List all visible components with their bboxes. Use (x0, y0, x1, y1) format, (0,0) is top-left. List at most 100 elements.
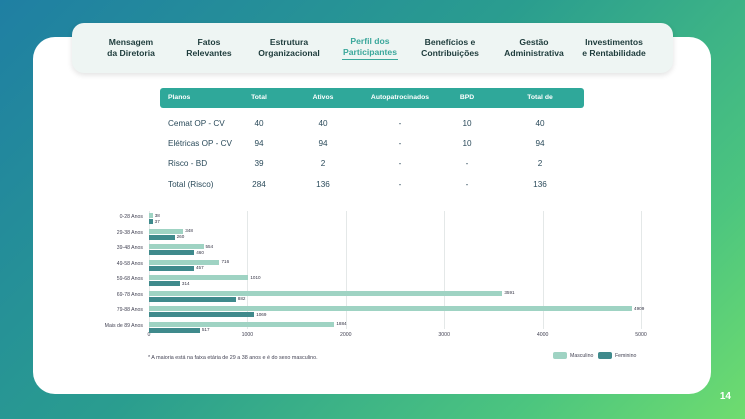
cell-total: 40 (254, 119, 264, 128)
bar-masculino (149, 213, 153, 218)
x-tick-label: 5000 (635, 332, 647, 338)
cell-autopatrocinados: - (398, 159, 402, 168)
page-number: 14 (719, 391, 731, 402)
nav-mensagem-diretoria[interactable]: Mensagem da Diretoria (92, 23, 170, 73)
bar-value-label: 1010 (250, 274, 261, 280)
cell-bpd: 10 (462, 139, 472, 148)
table-row-total: Total (Risco) 284 136 - - 136 (160, 180, 584, 194)
cell-ativos: 2 (320, 159, 326, 168)
table-header: Planos Total Ativos Autopatrocinados BPD… (160, 88, 584, 121)
gridline (345, 211, 347, 329)
nav-label-line2: Participantes (343, 46, 397, 57)
bar-value-label: 38 (154, 212, 160, 218)
cell-total-ativos: 40 (535, 119, 545, 128)
legend-item-masculino: Masculino (553, 352, 593, 359)
nav-label-line1: Fatos (197, 37, 221, 47)
nav-fatos-relevantes[interactable]: Fatos Relevantes (174, 23, 244, 73)
bar-masculino (149, 244, 204, 249)
cell-plano: Cemat OP - CV (168, 119, 225, 128)
cell-ativos: 94 (318, 139, 328, 148)
bar-value-label: 554 (205, 243, 214, 249)
bar-masculino (149, 228, 184, 234)
bar-value-label: 4909 (634, 305, 645, 311)
cell-ativos: 136 (316, 180, 330, 189)
y-category-label: 49-58 Anos (116, 260, 143, 267)
bar-feminino (149, 250, 195, 255)
active-underline (342, 58, 398, 61)
table-row: Cemat OP - CV 40 40 - 10 40 (160, 119, 584, 133)
nav-investimentos-rentabilidade[interactable]: Investimentos e Rentabilidade (574, 23, 654, 73)
bar-value-label: 348 (185, 228, 193, 233)
x-tick-label: 3000 (438, 332, 450, 338)
table-row: Risco - BD 39 2 - - 2 (160, 159, 584, 173)
cell-plano: Risco - BD (168, 159, 208, 168)
cell-ativos: 40 (318, 119, 328, 128)
cell-total: 94 (254, 139, 264, 148)
bar-masculino (149, 290, 503, 296)
y-category-label: 0-28 Anos (119, 214, 143, 220)
cell-bpd: - (465, 180, 469, 189)
nav-gestao-administrativa[interactable]: Gestão Administrativa (496, 23, 572, 73)
bar-value-label: 1069 (256, 311, 267, 317)
nav-label-line2: Contribuições (421, 48, 479, 58)
cell-total-ativos: 94 (535, 139, 545, 148)
top-navigation: Mensagem da Diretoria Fatos Relevantes E… (72, 23, 673, 73)
cell-plano: Elétricas OP - CV (168, 139, 233, 148)
bar-value-label: 457 (195, 265, 204, 270)
x-tick-label: 2000 (340, 332, 352, 338)
y-category-label: 69-78 Anos (116, 291, 143, 298)
nav-label-line2: Organizacional (258, 48, 320, 58)
x-tick-label: 4000 (536, 332, 549, 338)
cell-bpd: - (465, 159, 469, 168)
legend-label-feminino: Feminino (615, 352, 637, 359)
nav-label-line1: Gestão (519, 37, 549, 47)
cell-autopatrocinados: - (398, 139, 402, 148)
y-category-label: 59-68 Anos (116, 276, 143, 282)
cell-bpd: 10 (462, 119, 472, 128)
bar-masculino (149, 321, 335, 327)
bar-value-label: 260 (176, 234, 185, 239)
nav-label-line2: da Diretoria (107, 48, 155, 58)
bar-feminino (149, 327, 200, 333)
bar-value-label: 460 (196, 249, 204, 255)
legend-swatch-feminino (598, 352, 612, 359)
y-category-label: 29-38 Anos (116, 229, 143, 236)
bar-feminino (149, 296, 236, 302)
chart-footnote: * A maioria está na faixa etária de 29 a… (148, 355, 318, 361)
y-category-label: 79-88 Anos (116, 307, 143, 313)
legend-label-masculino: Masculino (570, 352, 594, 359)
bar-masculino (149, 275, 249, 280)
col-header-total-ativos: Total de Ativos (527, 94, 553, 121)
nav-beneficios-contribuicoes[interactable]: Benefícios e Contribuições (410, 23, 490, 73)
cell-total: 284 (252, 180, 266, 189)
cell-total-ativos: 136 (533, 180, 547, 189)
legend-item-feminino: Feminino (598, 352, 636, 359)
cell-autopatrocinados: - (398, 180, 402, 189)
bar-feminino (149, 234, 175, 240)
gridline (641, 211, 642, 329)
bar-feminino (149, 265, 194, 271)
gridline (444, 211, 446, 329)
nav-label-line1: Estrutura (269, 37, 309, 47)
bar-value-label: 882 (237, 296, 246, 301)
nav-label-line1: Benefícios e (424, 37, 476, 47)
bar-value-label: 314 (181, 280, 190, 286)
bar-masculino (149, 306, 633, 311)
nav-perfil-participantes[interactable]: Perfil dos Participantes (332, 23, 408, 73)
x-tick-label: 1000 (241, 332, 254, 338)
col-header-total: Total (251, 94, 267, 101)
y-category-label: 39-48 Anos (116, 245, 143, 251)
nav-estrutura-organizacional[interactable]: Estrutura Organizacional (250, 23, 328, 73)
gridline (542, 211, 544, 329)
bar-feminino (149, 281, 180, 286)
y-category-label: Mais de 89 Anos (104, 322, 143, 329)
cell-total: 39 (254, 159, 264, 168)
x-tick-label: 0 (147, 332, 151, 338)
bar-value-label: 37 (154, 218, 160, 224)
bar-value-label: 517 (201, 327, 210, 332)
gridline (247, 211, 249, 329)
cell-total-ativos: 2 (537, 159, 543, 168)
legend-swatch-masculino (553, 352, 567, 359)
nav-label-line2: Administrativa (504, 48, 564, 58)
bar-masculino (149, 259, 220, 265)
